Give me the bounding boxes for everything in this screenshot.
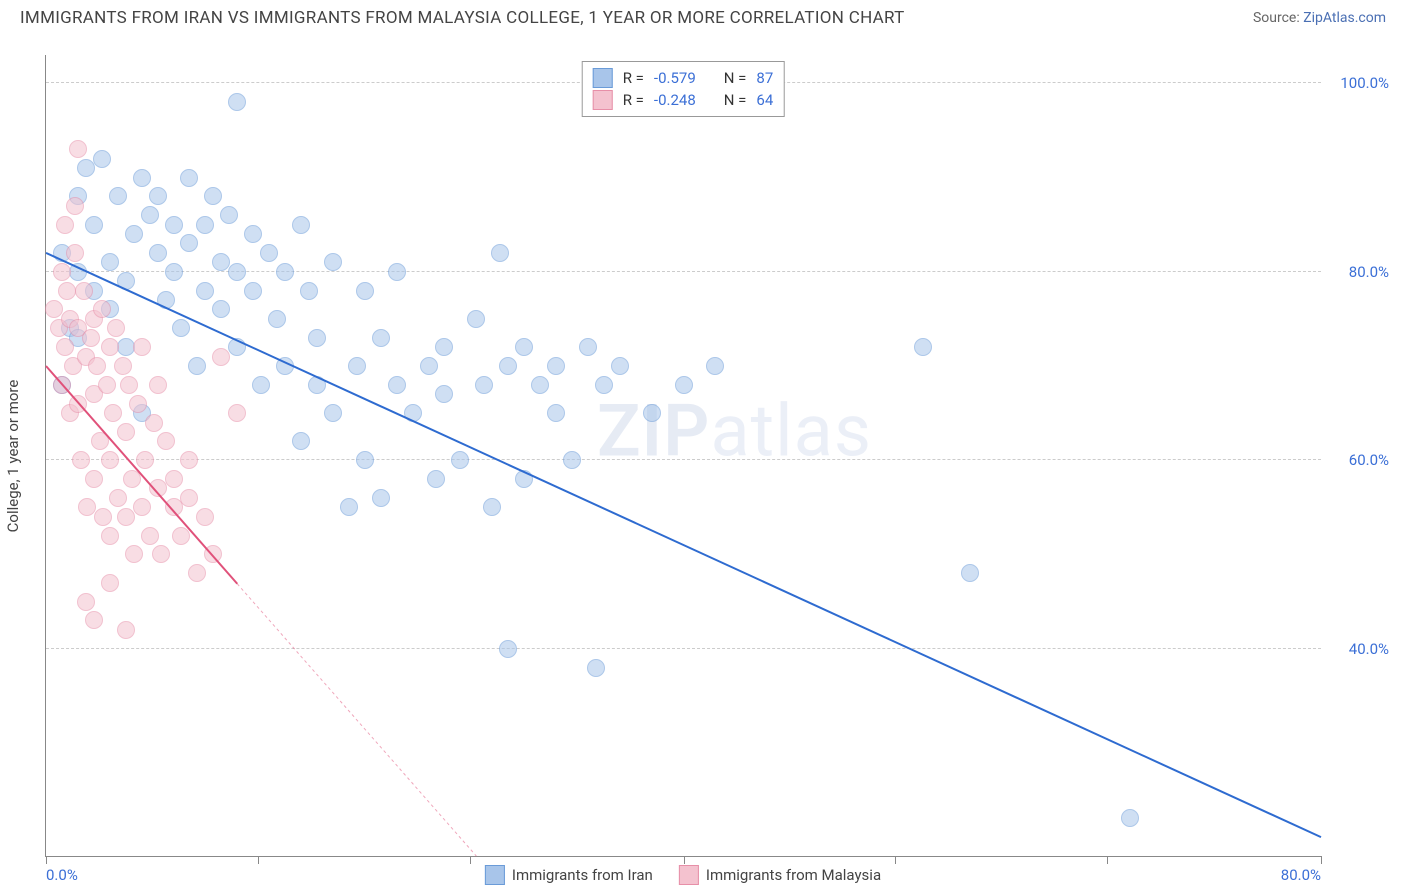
y-tick-label: 40.0%: [1349, 640, 1389, 658]
n-value-malaysia: 64: [756, 91, 773, 109]
r-label: R =: [623, 91, 644, 109]
x-tick: [895, 856, 896, 864]
y-tick-label: 100.0%: [1340, 74, 1389, 92]
legend-item-malaysia: Immigrants from Malaysia: [679, 865, 881, 885]
swatch-malaysia: [593, 90, 613, 110]
legend-stats-row-iran: R = -0.579 N = 87: [593, 68, 774, 88]
chart-container: College, 1 year or more ZIPatlas 40.0%60…: [45, 55, 1321, 857]
series-label-iran: Immigrants from Iran: [512, 866, 653, 884]
x-tick: [1321, 856, 1322, 864]
swatch-malaysia: [679, 865, 699, 885]
series-label-malaysia: Immigrants from Malaysia: [706, 866, 881, 884]
r-value-malaysia: -0.248: [654, 91, 696, 109]
swatch-iran: [593, 68, 613, 88]
x-tick: [684, 856, 685, 864]
legend-stats: R = -0.579 N = 87 R = -0.248 N = 64: [582, 61, 785, 117]
n-label: N =: [724, 91, 747, 109]
x-tick: [1107, 856, 1108, 864]
plot-area: ZIPatlas 40.0%60.0%80.0%100.0%0.0%80.0%: [45, 55, 1321, 857]
y-tick-label: 80.0%: [1349, 263, 1389, 281]
x-tick-label: 80.0%: [1281, 866, 1321, 884]
trendline-malaysia: [46, 366, 237, 584]
source-link[interactable]: ZipAtlas.com: [1303, 10, 1386, 26]
y-tick-label: 60.0%: [1349, 451, 1389, 469]
x-tick: [470, 856, 471, 864]
x-tick: [258, 856, 259, 864]
source-prefix: Source:: [1253, 10, 1303, 26]
n-label: N =: [724, 69, 747, 87]
swatch-iran: [485, 865, 505, 885]
legend-series: Immigrants from Iran Immigrants from Mal…: [485, 865, 881, 885]
x-tick-label: 0.0%: [46, 866, 78, 884]
trendline-iran: [46, 253, 1321, 837]
r-value-iran: -0.579: [654, 69, 696, 87]
n-value-iran: 87: [756, 69, 773, 87]
source-attribution: Source: ZipAtlas.com: [1253, 10, 1386, 26]
trend-lines: [46, 55, 1321, 856]
x-tick: [46, 856, 47, 864]
legend-item-iran: Immigrants from Iran: [485, 865, 653, 885]
r-label: R =: [623, 69, 644, 87]
y-axis-title: College, 1 year or more: [4, 380, 22, 533]
legend-stats-row-malaysia: R = -0.248 N = 64: [593, 90, 774, 110]
trendline-malaysia-extrapolated: [237, 584, 476, 856]
chart-title: IMMIGRANTS FROM IRAN VS IMMIGRANTS FROM …: [20, 8, 905, 28]
